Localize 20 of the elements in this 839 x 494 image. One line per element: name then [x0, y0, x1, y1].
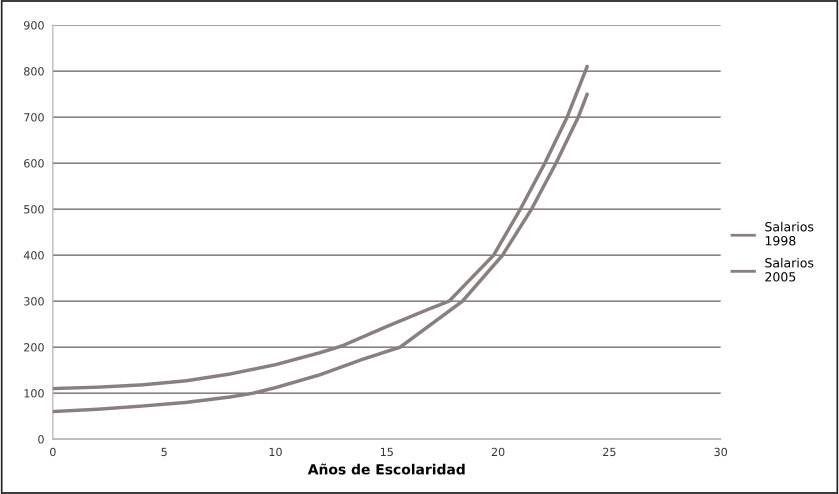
legend-label: Salarios 1998	[765, 222, 814, 246]
y-tick-label: 400	[24, 251, 44, 260]
legend-label: Salarios 2005	[765, 258, 814, 282]
y-tick-label: 700	[24, 113, 44, 122]
y-tick-label: 800	[24, 67, 44, 76]
x-tick-label: 30	[714, 448, 728, 456]
x-tick-label: 15	[380, 448, 393, 456]
y-tick-label: 200	[24, 343, 44, 352]
y-tick-label: 600	[24, 159, 44, 168]
y-tick-label: 0	[38, 435, 44, 444]
y-tick-label: 500	[24, 205, 44, 214]
x-tick-label: 25	[603, 448, 616, 456]
x-tick-label: 10	[270, 448, 282, 456]
x-tick-label: 5	[161, 448, 167, 456]
x-axis-title: Años de Escolaridad	[308, 464, 465, 475]
y-tick-label: 300	[24, 297, 44, 306]
y-tick-label: 100	[24, 389, 44, 398]
y-tick-label: 900	[24, 21, 44, 30]
x-tick-label: 20	[492, 448, 504, 456]
x-tick-label: 0	[50, 448, 56, 456]
